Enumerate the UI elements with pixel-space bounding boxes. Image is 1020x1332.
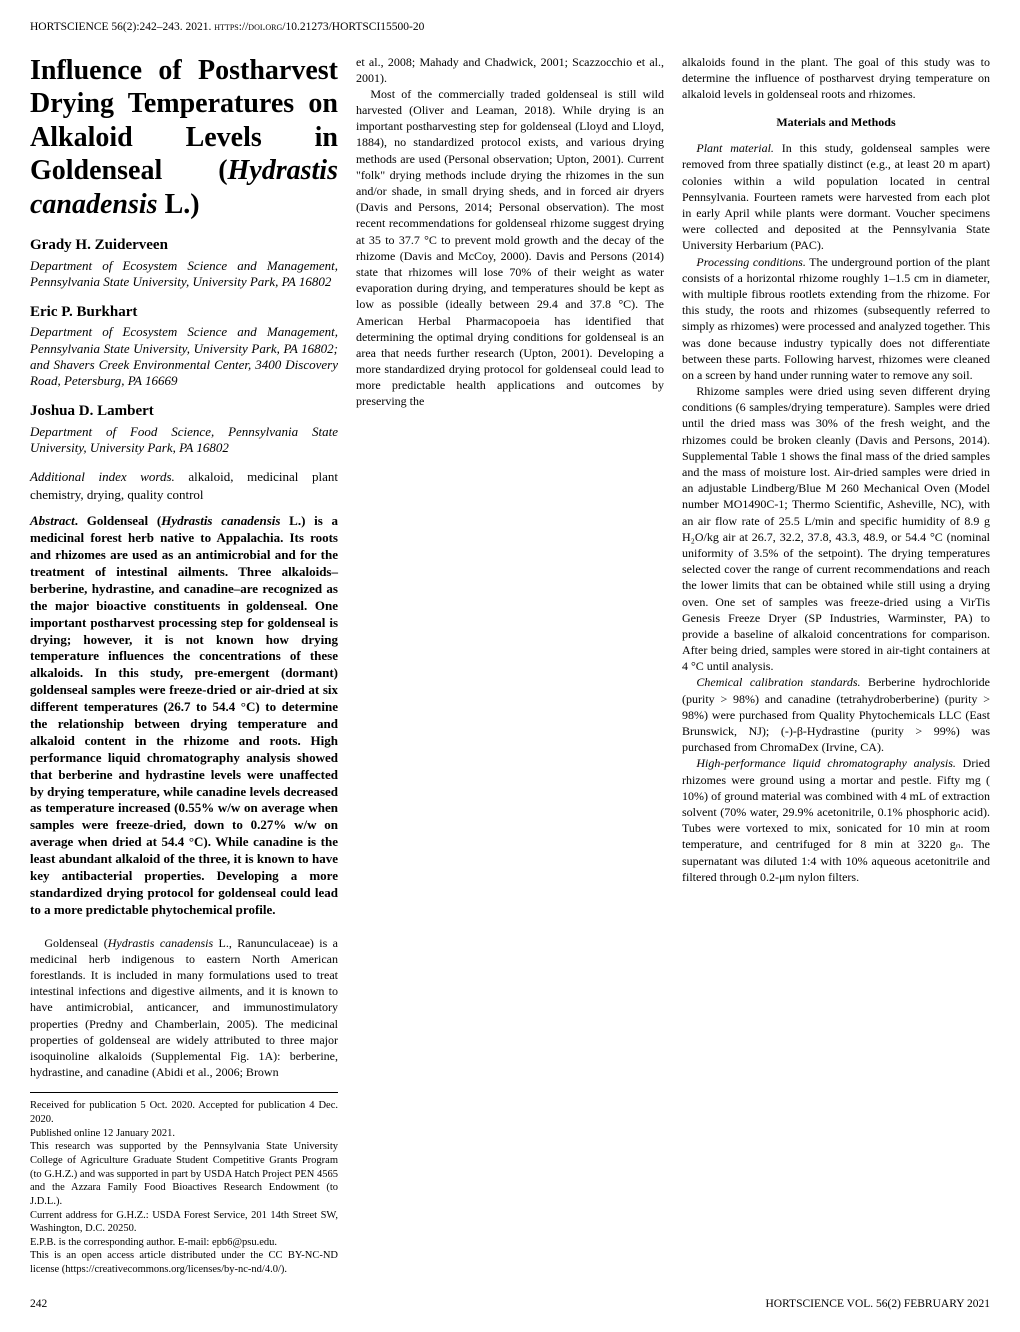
page-footer: 242 HORTSCIENCE VOL. 56(2) FEBRUARY 2021 bbox=[30, 1297, 990, 1313]
intro-paragraph-1b: et al., 2008; Mahady and Chadwick, 2001;… bbox=[356, 54, 664, 86]
footnote-divider bbox=[30, 1092, 338, 1093]
hplc-paragraph: High-performance liquid chromatography a… bbox=[682, 755, 990, 885]
intro-paragraph-2: Most of the commercially traded goldense… bbox=[356, 86, 664, 410]
plant-material-paragraph: Plant material. In this study, goldensea… bbox=[682, 140, 990, 253]
author-block-2: Eric P. Burkhart Department of Ecosystem… bbox=[30, 302, 338, 389]
index-words: Additional index words. alkaloid, medici… bbox=[30, 468, 338, 503]
journal-header: HORTSCIENCE 56(2):242–243. 2021. https:/… bbox=[30, 20, 990, 36]
footnote-published: Published online 12 January 2021. bbox=[30, 1127, 338, 1141]
page-number: 242 bbox=[30, 1297, 47, 1313]
intro-paragraph-1a: Goldenseal (Hydrastis canadensis L., Ran… bbox=[30, 935, 338, 1081]
author-affiliation-1: Department of Ecosystem Science and Mana… bbox=[30, 258, 338, 291]
author-name-2: Eric P. Burkhart bbox=[30, 302, 338, 322]
footnote-address: Current address for G.H.Z.: USDA Forest … bbox=[30, 1209, 338, 1236]
abstract-species: Hydrastis canadensis bbox=[161, 513, 280, 528]
author-name-3: Joshua D. Lambert bbox=[30, 401, 338, 421]
rhizome-paragraph: Rhizome samples were dried using seven d… bbox=[682, 383, 990, 674]
intro-species: Hydrastis canadensis bbox=[108, 936, 213, 950]
author-block-3: Joshua D. Lambert Department of Food Sci… bbox=[30, 401, 338, 456]
footnotes: Received for publication 5 Oct. 2020. Ac… bbox=[30, 1099, 338, 1276]
abstract-pre: . Goldenseal ( bbox=[75, 513, 161, 528]
article-title: Influence of Postharvest Drying Temperat… bbox=[30, 54, 338, 222]
materials-methods-heading: Materials and Methods bbox=[682, 114, 990, 130]
plant-material-body: In this study, goldenseal samples were r… bbox=[682, 141, 990, 252]
abstract-label: Abstract bbox=[30, 513, 75, 528]
footnote-support: This research was supported by the Penns… bbox=[30, 1140, 338, 1208]
author-affiliation-3: Department of Food Science, Pennsylvania… bbox=[30, 424, 338, 457]
processing-body: The underground portion of the plant con… bbox=[682, 255, 990, 382]
hplc-label: High-performance liquid chromatography a… bbox=[696, 756, 956, 770]
index-words-label: Additional index words. bbox=[30, 469, 175, 484]
col3-intro: alkaloids found in the plant. The goal o… bbox=[682, 54, 990, 103]
footnote-corresponding: E.P.B. is the corresponding author. E-ma… bbox=[30, 1236, 338, 1250]
abstract-body: L.) is a medicinal forest herb native to… bbox=[30, 513, 338, 916]
author-name-1: Grady H. Zuiderveen bbox=[30, 235, 338, 255]
abstract: Abstract. Goldenseal (Hydrastis canadens… bbox=[30, 513, 338, 918]
footer-right: HORTSCIENCE VOL. 56(2) FEBRUARY 2021 bbox=[765, 1297, 990, 1313]
plant-material-label: Plant material. bbox=[696, 141, 774, 155]
chemical-label: Chemical calibration standards. bbox=[696, 675, 860, 689]
chemical-paragraph: Chemical calibration standards. Berberin… bbox=[682, 674, 990, 755]
footnote-open-access: This is an open access article distribut… bbox=[30, 1249, 338, 1276]
author-block-1: Grady H. Zuiderveen Department of Ecosys… bbox=[30, 235, 338, 290]
author-affiliation-2: Department of Ecosystem Science and Mana… bbox=[30, 324, 338, 389]
journal-line: HORTSCIENCE 56(2):242–243. 2021. https:/… bbox=[30, 21, 424, 33]
hplc-body: Dried rhizomes were ground using a morta… bbox=[682, 756, 990, 883]
title-end: L.) bbox=[158, 189, 200, 220]
footnote-received: Received for publication 5 Oct. 2020. Ac… bbox=[30, 1099, 338, 1126]
processing-paragraph: Processing conditions. The underground p… bbox=[682, 254, 990, 384]
intro-pre: Goldenseal ( bbox=[44, 936, 107, 950]
intro-post: L., Ranunculaceae) is a medicinal herb i… bbox=[30, 936, 338, 1080]
processing-label: Processing conditions. bbox=[696, 255, 805, 269]
